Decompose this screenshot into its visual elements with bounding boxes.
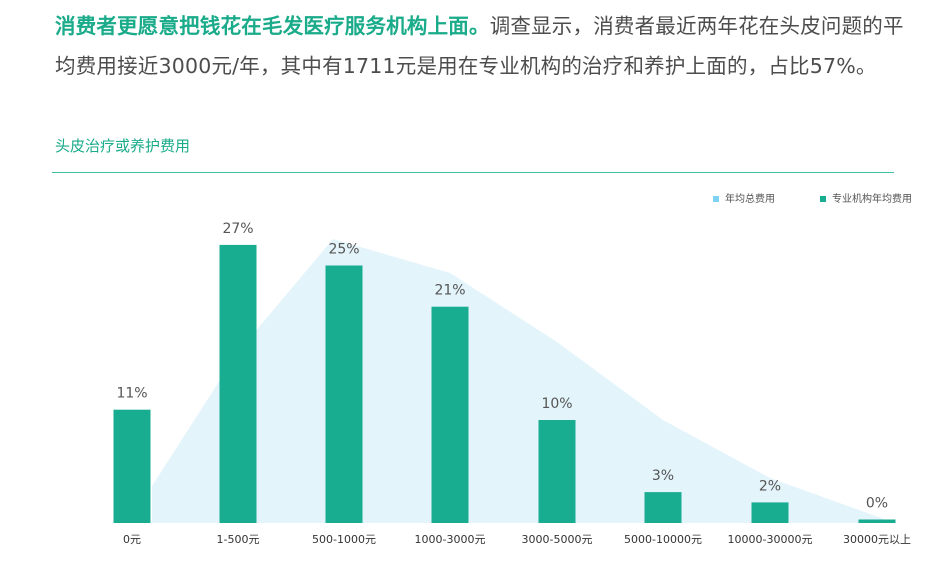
x-tick-label-6: 10000-30000元 xyxy=(728,533,813,546)
legend-swatch-total-cost xyxy=(713,196,719,202)
legend-swatch-institution-cost xyxy=(820,196,826,202)
data-label-7: 0% xyxy=(866,496,888,512)
x-tick-label-2: 500-1000元 xyxy=(312,533,376,546)
legend-label-institution-cost: 专业机构年均费用 xyxy=(832,192,912,205)
data-label-4: 10% xyxy=(541,396,572,412)
bar-2 xyxy=(325,265,363,523)
intro-paragraph: 消费者更愿意把钱花在毛发医疗服务机构上面。调查显示，消费者最近两年花在头皮问题的… xyxy=(55,6,915,86)
x-tick-label-0: 0元 xyxy=(123,533,141,546)
data-label-2: 25% xyxy=(328,242,359,258)
data-label-3: 21% xyxy=(434,283,465,299)
data-labels-layer: 11% 27% 25% 21% 10% 3% 2% 0% xyxy=(116,221,888,512)
intro-highlight: 消费者更愿意把钱花在毛发医疗服务机构上面。 xyxy=(55,14,490,38)
bar-0 xyxy=(113,409,151,523)
bar-6 xyxy=(751,502,789,523)
section-divider xyxy=(52,172,894,173)
x-tick-label-7: 30000元以上 xyxy=(843,533,911,546)
data-label-0: 11% xyxy=(116,386,147,402)
data-label-1: 27% xyxy=(222,221,253,237)
bar-5 xyxy=(644,492,682,523)
section-title: 头皮治疗或养护费用 xyxy=(55,137,191,155)
chart-legend: 年均总费用 专业机构年均费用 xyxy=(713,192,912,205)
bar-3 xyxy=(431,306,469,523)
bars-layer xyxy=(113,244,896,523)
x-tick-label-4: 3000-5000元 xyxy=(522,533,593,546)
x-tick-label-5: 5000-10000元 xyxy=(624,533,702,546)
bar-7 xyxy=(858,519,896,523)
intro-body: 调查显示，消费者最近两年花在头皮问题的平均费用接近3000元/年，其中有1711… xyxy=(55,14,904,78)
data-label-6: 2% xyxy=(759,478,781,494)
x-tick-label-3: 1000-3000元 xyxy=(415,533,486,546)
x-axis-ticks: 0元 1-500元 500-1000元 1000-3000元 3000-5000元 500… xyxy=(123,533,911,546)
total-cost-area-layer xyxy=(152,239,895,523)
total-cost-area xyxy=(152,239,895,523)
bar-1 xyxy=(219,244,257,523)
x-tick-label-1: 1-500元 xyxy=(217,533,260,546)
data-label-5: 3% xyxy=(652,468,674,484)
legend-label-total-cost: 年均总费用 xyxy=(725,192,775,205)
bar-4 xyxy=(538,420,576,523)
